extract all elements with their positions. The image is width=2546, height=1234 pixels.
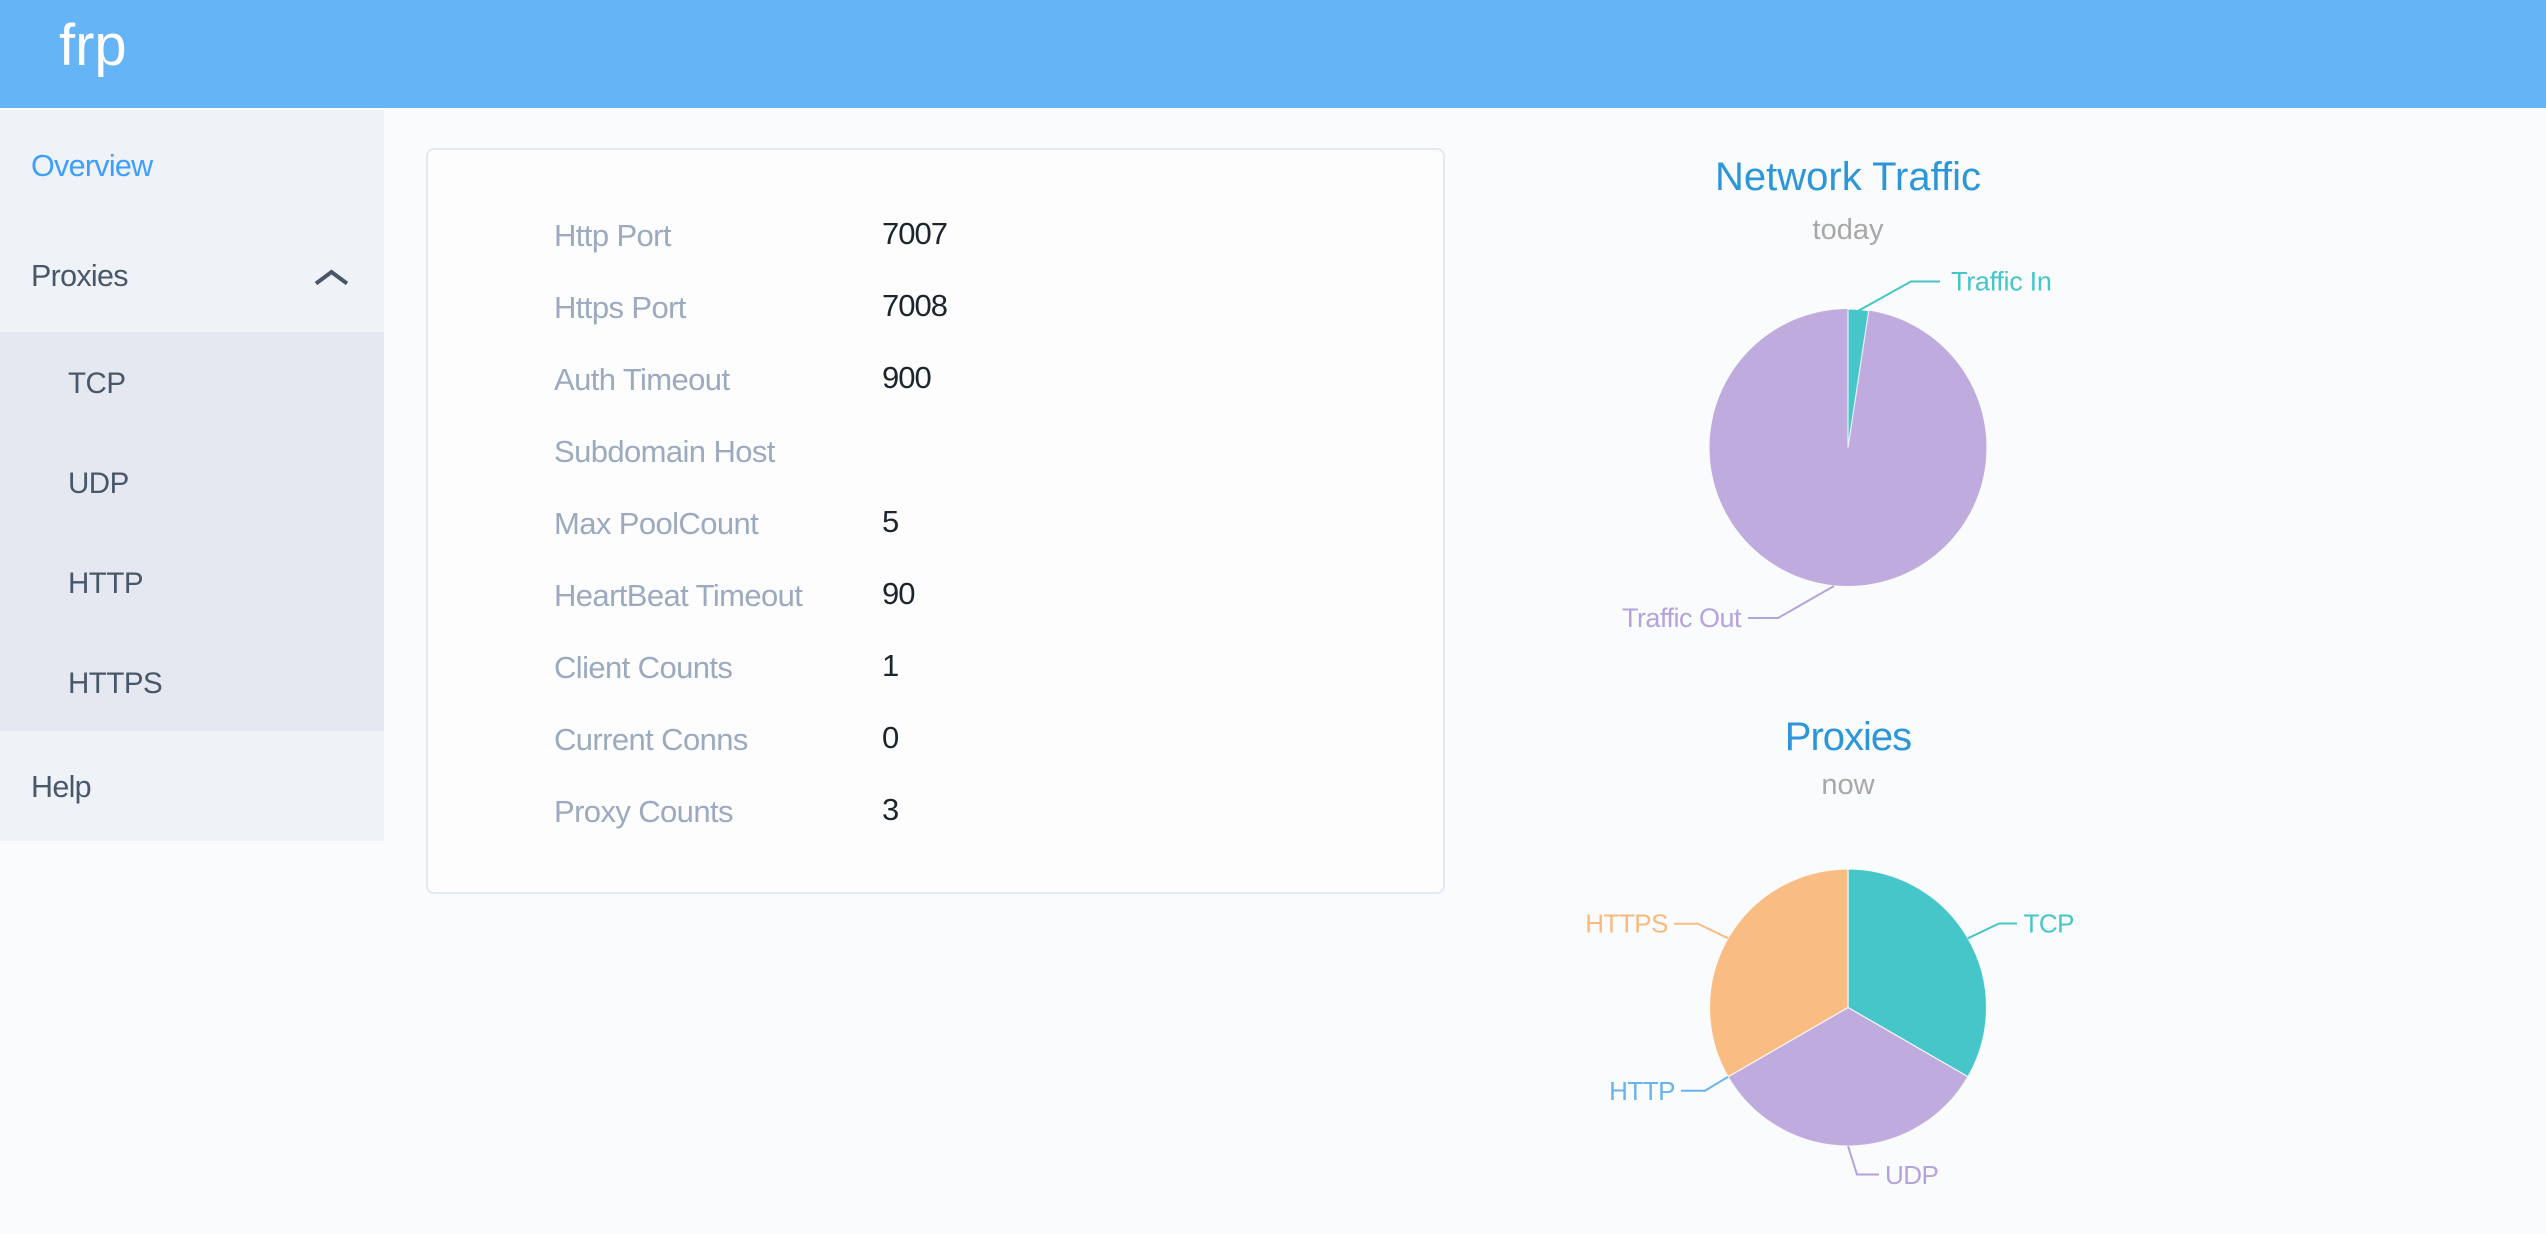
svg-text:HTTP: HTTP [1609, 1076, 1675, 1106]
svg-text:today: today [1813, 214, 1884, 246]
svg-text:TCP: TCP [2024, 909, 2075, 939]
svg-text:now: now [1821, 769, 1875, 801]
svg-text:Network Traffic: Network Traffic [1715, 155, 1981, 199]
svg-text:Traffic In: Traffic In [1951, 267, 2052, 297]
svg-text:Proxies: Proxies [1785, 715, 1911, 759]
svg-text:Traffic Out: Traffic Out [1622, 603, 1742, 633]
svg-text:UDP: UDP [1885, 1160, 1938, 1190]
svg-text:HTTPS: HTTPS [1585, 909, 1668, 939]
